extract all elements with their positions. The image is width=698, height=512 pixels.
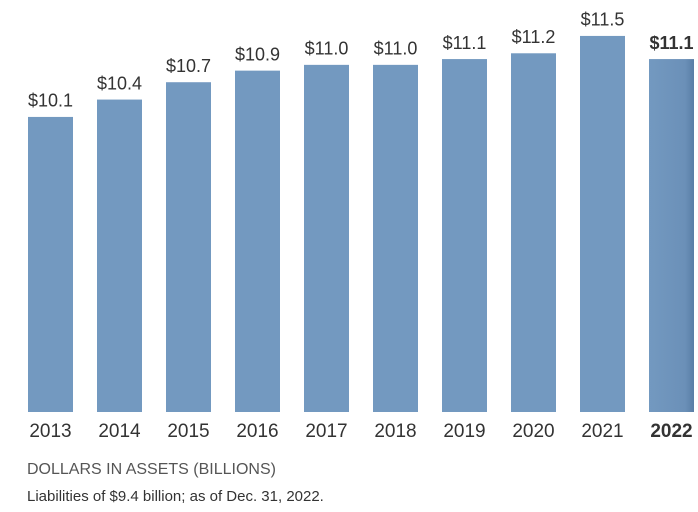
value-label: $10.9 [235,44,280,64]
value-label: $10.4 [97,73,142,93]
x-tick-label: 2017 [305,421,347,442]
bar [28,116,73,412]
value-label: $10.7 [166,56,211,76]
x-tick-label: 2016 [236,421,278,442]
bar [97,99,142,413]
x-tick-label: 2013 [29,421,71,442]
x-tick-label: 2022 [650,421,692,442]
bar [649,59,694,412]
value-label: $11.2 [512,27,556,47]
bar [373,64,418,412]
value-label: $11.1 [649,33,693,53]
value-label: $10.1 [28,91,73,111]
bar [442,59,487,412]
value-label: $11.1 [443,33,487,53]
bar [304,64,349,412]
x-tick-label: 2018 [374,421,416,442]
value-label: $11.5 [581,10,625,30]
note: Liabilities of $9.4 billion; as of Dec. … [27,488,324,505]
bar [580,35,625,413]
x-tick-label: 2019 [443,421,485,442]
x-tick-label: 2020 [512,421,554,442]
bar [235,70,280,413]
x-tick-label: 2021 [581,421,623,442]
x-tick-label: 2015 [167,421,209,442]
x-tick-label: 2014 [98,421,141,442]
axis-label: DOLLARS IN ASSETS (BILLIONS) [27,461,276,478]
bar [511,53,556,413]
value-label: $11.0 [305,39,349,59]
bar [166,82,211,412]
value-label: $11.0 [374,39,418,59]
